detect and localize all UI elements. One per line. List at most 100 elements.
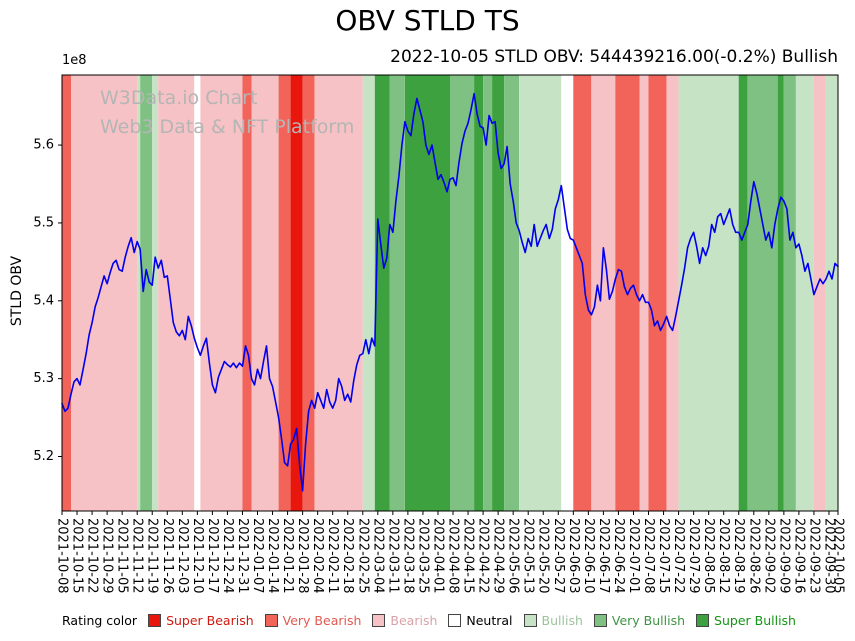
x-tick-label: 2022-01-14: [265, 518, 280, 594]
rating-band-very-bullish: [747, 75, 778, 511]
legend-item-bearish: Bearish: [372, 613, 437, 628]
rating-band-bearish: [251, 75, 279, 511]
rating-band-super-bullish: [374, 75, 390, 511]
chart-subtitle: 2022-10-05 STLD OBV: 544439216.00(-0.2%)…: [390, 47, 838, 67]
rating-band-very-bearish: [302, 75, 315, 511]
x-tick-label: 2022-01-07: [250, 518, 265, 594]
x-tick-label: 2022-05-27: [551, 518, 566, 594]
rating-bands: [62, 75, 838, 511]
x-tick-label: 2022-04-15: [461, 518, 476, 594]
plot-frame: [61, 74, 839, 512]
x-tick-label: 2022-07-15: [656, 518, 671, 594]
legend-item-neutral: Neutral: [448, 613, 513, 628]
x-tick-label: 2022-05-06: [506, 518, 521, 594]
x-tick-label: 2021-11-12: [130, 518, 145, 594]
legend-swatch-super-bearish: [148, 614, 162, 627]
rating-band-very-bearish: [62, 75, 71, 511]
x-tick-label: 2022-01-28: [295, 518, 310, 594]
rating-band-super-bullish: [404, 75, 450, 511]
x-tick-label: 2021-12-10: [190, 518, 205, 594]
rating-band-bullish: [137, 75, 141, 511]
rating-band-bearish: [200, 75, 243, 511]
rating-band-bearish: [71, 75, 138, 511]
rating-band-super-bearish: [290, 75, 303, 511]
rating-band-very-bearish: [648, 75, 667, 511]
rating-band-bullish: [678, 75, 739, 511]
y-tick-label: 5.6: [33, 138, 54, 153]
legend-item-super-bullish: Super Bullish: [696, 613, 796, 628]
y-tick-label: 5.3: [33, 371, 54, 386]
x-tick-label: 2022-09-30: [821, 518, 836, 594]
x-tick-label: 2022-02-04: [310, 518, 325, 594]
x-tick-label: 2022-08-12: [716, 518, 731, 594]
x-tick-label: 2022-05-13: [521, 518, 536, 594]
x-tick-label: 2022-06-03: [566, 518, 581, 594]
legend-label-super-bearish: Super Bearish: [166, 613, 254, 628]
y-tick-label: 5.5: [33, 215, 54, 230]
x-tick-label: 2022-07-01: [626, 518, 641, 594]
y-tick-label: 5.2: [33, 449, 54, 464]
rating-band-super-bullish: [738, 75, 748, 511]
x-tick-label: 2022-07-08: [641, 518, 656, 594]
legend-label-super-bullish: Super Bullish: [714, 613, 796, 628]
x-tick-label: 2022-09-09: [776, 518, 791, 594]
rating-band-very-bullish: [389, 75, 405, 511]
x-tick-label: 2022-04-01: [430, 518, 445, 594]
x-tick-label: 2021-10-29: [100, 518, 115, 594]
x-tick-label: 2022-09-02: [761, 518, 776, 594]
page-title: OBV STLD TS: [335, 4, 520, 37]
rating-band-bearish: [639, 75, 649, 511]
rating-band-very-bearish: [278, 75, 291, 511]
x-tick-label: 2022-03-18: [400, 518, 415, 594]
x-tick-label: 2022-04-08: [446, 518, 461, 594]
x-tick-label: 2022-10-05: [831, 518, 846, 594]
x-tick-label: 2021-12-31: [235, 518, 250, 594]
rating-band-super-bullish: [474, 75, 484, 511]
legend-swatch-very-bearish: [264, 614, 278, 627]
rating-band-very-bullish: [504, 75, 520, 511]
x-tick-label: 2022-08-26: [746, 518, 761, 594]
rating-band-very-bullish: [483, 75, 493, 511]
rating-band-very-bullish: [783, 75, 796, 511]
rating-band-bullish: [795, 75, 814, 511]
rating-band-bearish: [314, 75, 363, 511]
x-tick-label: 2022-07-29: [686, 518, 701, 594]
rating-band-super-bullish: [492, 75, 505, 511]
obv-line-series: [61, 92, 839, 492]
rating-band-very-bearish: [242, 75, 252, 511]
x-tick-label: 2021-10-15: [70, 518, 85, 594]
x-tick-label: 2022-02-18: [340, 518, 355, 594]
legend-item-super-bearish: Super Bearish: [148, 613, 254, 628]
y-axis-offset-label: 1e8: [62, 53, 87, 68]
legend-swatch-super-bullish: [696, 614, 710, 627]
x-tick-label: 2021-12-24: [220, 518, 235, 594]
rating-band-neutral: [194, 75, 201, 511]
rating-band-very-bearish: [573, 75, 592, 511]
rating-band-bearish: [813, 75, 826, 511]
x-tick-label: 2022-01-21: [280, 518, 295, 594]
x-tick-label: 2021-11-26: [160, 518, 175, 594]
rating-band-very-bullish: [140, 75, 153, 511]
obv-line: [61, 92, 839, 492]
x-tick-label: 2022-04-22: [476, 518, 491, 594]
rating-band-bearish: [666, 75, 679, 511]
legend-label-bearish: Bearish: [390, 613, 438, 628]
rating-band-bullish: [362, 75, 375, 511]
rating-band-bullish: [519, 75, 562, 511]
x-tick-label: 2022-03-25: [415, 518, 430, 594]
x-tick-label: 2021-10-22: [85, 518, 100, 594]
x-tick-label: 2022-06-10: [581, 518, 596, 594]
rating-band-bearish: [158, 75, 195, 511]
x-tick-label: 2022-09-23: [806, 518, 821, 594]
x-tick-label: 2022-08-19: [731, 518, 746, 594]
x-tick-label: 2022-02-11: [325, 518, 340, 594]
legend-swatch-very-bullish: [593, 614, 607, 627]
x-tick-label: 2021-10-08: [55, 518, 70, 594]
x-tick-label: 2022-03-11: [385, 518, 400, 594]
x-tick-label: 2021-11-05: [115, 518, 130, 594]
rating-band-neutral: [561, 75, 574, 511]
legend-item-bullish: Bullish: [523, 613, 583, 628]
